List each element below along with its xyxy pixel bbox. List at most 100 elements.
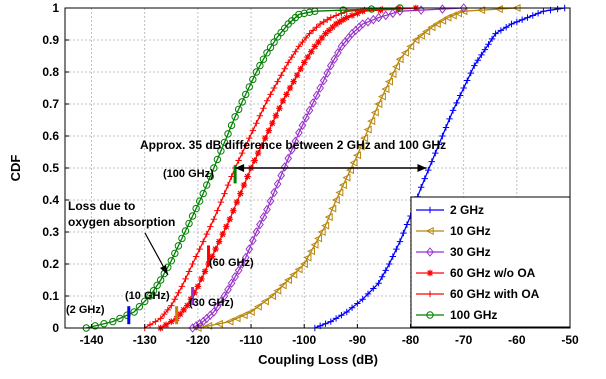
x-tick-label: -110: [239, 333, 263, 347]
series-point-2-ghz: [453, 99, 460, 107]
series-point-100-ghz: [339, 6, 347, 14]
series-point-100-ghz: [224, 130, 232, 138]
series-point-100-ghz: [242, 90, 250, 99]
series-point-60-ghz-with-oa: [343, 8, 350, 15]
series-point-2-ghz: [322, 320, 329, 327]
series-line-60-ghz-with-oa: [144, 7, 400, 329]
series-point-60-ghz-with-oa: [320, 18, 327, 26]
series-point-30-ghz: [270, 187, 278, 198]
series-point-60-ghz-w-o-oa: [205, 260, 212, 268]
y-tick-label: 0.2: [42, 257, 59, 271]
series-point-30-ghz: [217, 296, 225, 307]
legend-label: 2 GHz: [450, 203, 484, 217]
series-point-30-ghz: [231, 271, 239, 282]
series-point-30-ghz: [291, 136, 300, 147]
label-10ghz: (10 GHz): [125, 290, 170, 302]
series-point-30-ghz: [319, 75, 328, 86]
series-point-100-ghz: [231, 113, 239, 121]
series-point-10-ghz: [392, 62, 401, 71]
series-point-2-ghz: [508, 20, 515, 28]
series-point-2-ghz: [435, 141, 443, 148]
legend-entry-30-ghz: 30 GHz: [416, 245, 491, 259]
series-point-30-ghz: [234, 265, 243, 276]
series-point-60-ghz-with-oa: [182, 275, 189, 283]
series-point-60-ghz-with-oa: [200, 238, 207, 245]
x-tick-label: -80: [402, 333, 420, 347]
series-point-10-ghz: [448, 11, 457, 20]
loss-annotation-line1: Loss due to: [68, 199, 135, 213]
series-point-60-ghz-with-oa: [210, 216, 218, 223]
series-point-60-ghz-with-oa: [306, 30, 313, 37]
series-point-60-ghz-w-o-oa: [162, 321, 170, 328]
legend-label: 60 GHz w/o OA: [450, 266, 536, 280]
label-60ghz: (60 GHz): [209, 257, 254, 269]
series-point-10-ghz: [374, 99, 383, 109]
annotations: Approx. 35 dB difference between 2 GHz a…: [66, 138, 446, 316]
series-point-100-ghz: [300, 9, 308, 18]
label-30ghz: (30 GHz): [189, 297, 234, 309]
tick-labels: -140 -130 -120 -110 -100 -90 -80 -70 -60 -50 0 0.1 0…: [42, 1, 579, 347]
series-point-100-ghz: [195, 197, 204, 205]
series-point-60-ghz-w-o-oa: [377, 6, 384, 14]
series-point-60-ghz-with-oa: [203, 230, 210, 238]
series-point-100-ghz: [220, 138, 229, 147]
series-point-60-ghz-with-oa: [277, 72, 285, 79]
series-point-10-ghz: [267, 291, 277, 301]
series-point-30-ghz: [259, 212, 268, 222]
series-point-60-ghz-w-o-oa: [290, 78, 297, 85]
series-point-2-ghz: [442, 124, 450, 131]
arrow-head-right: [417, 164, 427, 172]
series-point-2-ghz: [449, 107, 457, 114]
series-point-100-ghz: [203, 181, 211, 189]
series-point-100-ghz: [238, 98, 246, 106]
y-axis-title: CDF: [8, 155, 23, 182]
series-point-60-ghz-with-oa: [217, 198, 225, 206]
series-point-2-ghz: [518, 16, 526, 23]
series-point-2-ghz: [467, 69, 474, 77]
x-tick-label: -90: [349, 333, 367, 347]
series-point-2-ghz: [456, 92, 464, 99]
series-point-60-ghz-with-oa: [171, 296, 179, 303]
series-line-2-ghz: [314, 7, 565, 329]
series-point-100-ghz: [116, 314, 124, 323]
series-point-30-ghz: [224, 284, 232, 295]
label-100ghz: (100 GHz): [163, 168, 214, 180]
series-point-30-ghz: [210, 307, 218, 317]
series-2-ghz: [311, 4, 568, 332]
series-point-100-ghz: [100, 320, 108, 328]
difference-annotation: Approx. 35 dB difference between 2 GHz a…: [140, 138, 446, 152]
series-point-60-ghz-with-oa: [256, 112, 264, 119]
series-point-60-ghz-w-o-oa: [215, 238, 223, 245]
series-point-10-ghz: [306, 247, 315, 256]
series-point-60-ghz-with-oa: [189, 260, 196, 268]
series-point-100-ghz: [109, 317, 117, 326]
series-point-10-ghz: [360, 134, 369, 143]
y-tick-label: 0.6: [42, 129, 59, 143]
series-point-30-ghz: [241, 252, 250, 263]
series-point-30-ghz: [309, 98, 317, 108]
series-point-60-ghz-w-o-oa: [283, 91, 290, 98]
series-point-60-ghz-w-o-oa: [297, 65, 304, 72]
series-point-2-ghz: [343, 308, 350, 316]
series-point-60-ghz-w-o-oa: [315, 38, 322, 46]
series-point-60-ghz-with-oa: [309, 27, 317, 34]
x-tick-label: -120: [186, 333, 210, 347]
legend-marker: [426, 311, 434, 319]
series-30-ghz: [188, 3, 468, 333]
oxygen-arrow-head: [160, 265, 168, 275]
series-point-2-ghz: [471, 62, 478, 69]
series-point-60-ghz-w-o-oa: [301, 59, 308, 66]
series-point-10-ghz: [310, 240, 319, 249]
series-point-2-ghz: [403, 221, 411, 228]
x-tick-label: -100: [292, 333, 316, 347]
series-10-ghz: [193, 3, 521, 333]
legend-entry-60-ghz-w-o-oa: 60 GHz w/o OA: [416, 266, 536, 280]
series-point-100-ghz: [199, 189, 207, 198]
series-point-2-ghz: [497, 27, 505, 34]
series-point-60-ghz-w-o-oa: [223, 223, 230, 230]
series-point-2-ghz: [529, 12, 536, 19]
legend-label: 10 GHz: [450, 224, 491, 238]
series-point-30-ghz: [326, 60, 335, 71]
series-point-10-ghz: [239, 311, 248, 320]
series-point-2-ghz: [478, 51, 485, 59]
